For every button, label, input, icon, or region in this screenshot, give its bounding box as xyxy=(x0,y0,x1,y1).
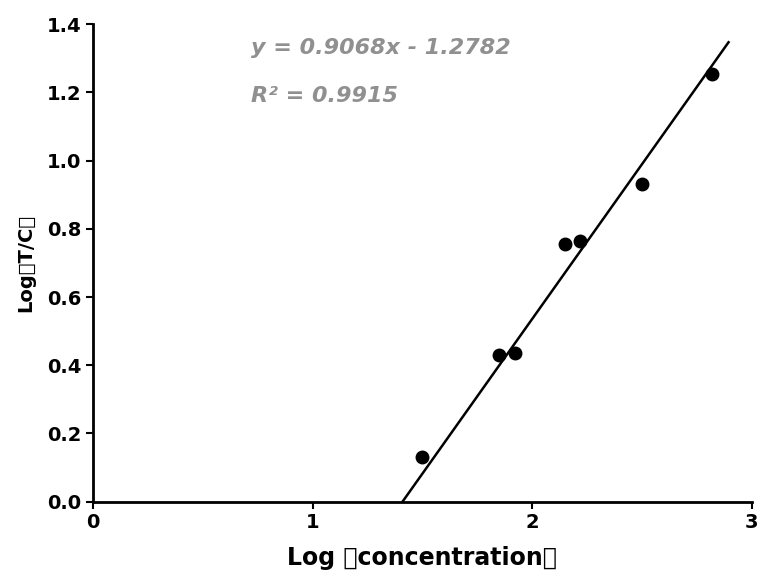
Point xyxy=(636,180,648,189)
X-axis label: Log （concentration）: Log （concentration） xyxy=(288,546,557,571)
Y-axis label: Log（T/C）: Log（T/C） xyxy=(17,214,36,312)
Point xyxy=(574,236,587,245)
Point xyxy=(416,453,429,462)
Point xyxy=(559,239,571,249)
Text: R² = 0.9915: R² = 0.9915 xyxy=(251,86,398,106)
Point xyxy=(508,349,521,358)
Point xyxy=(706,69,718,78)
Text: y = 0.9068x - 1.2782: y = 0.9068x - 1.2782 xyxy=(251,38,511,58)
Point xyxy=(493,350,505,360)
